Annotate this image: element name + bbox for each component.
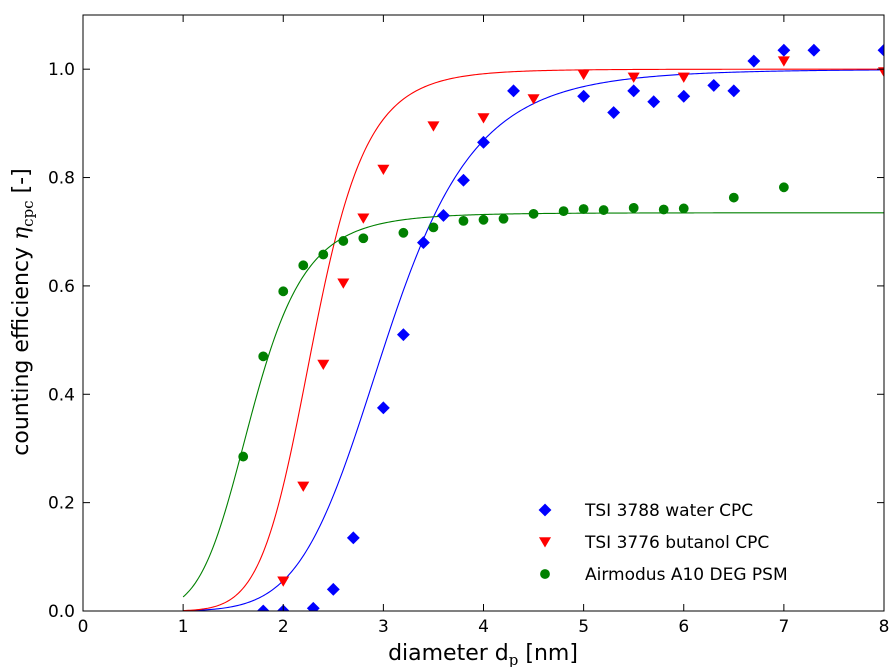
point-s0-9 xyxy=(457,173,470,187)
x-tick-label-7: 7 xyxy=(778,617,789,637)
point-s0-4 xyxy=(346,531,360,545)
y-axis-label: counting efficiency ηcpc [-] xyxy=(9,168,37,455)
data-points xyxy=(238,43,884,611)
legend-marker-2 xyxy=(540,569,550,579)
point-s0-11 xyxy=(507,84,520,98)
point-s2-3 xyxy=(298,260,309,271)
point-s0-2 xyxy=(306,601,320,611)
y-tick-label-2: 0.4 xyxy=(48,385,75,405)
point-s1-9 xyxy=(577,69,590,81)
y-tick-label-1: 0.2 xyxy=(48,494,75,514)
y-tick-label-3: 0.6 xyxy=(48,277,75,297)
x-axis-label-unit: [nm] xyxy=(518,641,578,666)
point-s1-0 xyxy=(277,576,290,587)
point-s1-6 xyxy=(427,121,440,132)
point-s1-8 xyxy=(527,94,540,105)
point-s0-14 xyxy=(627,84,641,98)
y-axis-label-main: counting efficiency xyxy=(9,240,34,456)
point-s2-2 xyxy=(278,286,289,297)
point-s2-17 xyxy=(658,204,669,215)
axis-ticks: 0 1 2 3 4 5 6 7 8 0.0 0.2 0.4 0.6 0.8 1.0 xyxy=(48,15,889,637)
x-tick-label-8: 8 xyxy=(879,617,890,637)
legend: TSI 3788 water CPC TSI 3776 butanol CPC Ai… xyxy=(538,501,788,585)
y-tick-label-4: 0.8 xyxy=(48,169,75,189)
point-s2-16 xyxy=(628,202,639,213)
x-axis-label-subscript: p xyxy=(509,651,519,667)
point-s0-0 xyxy=(256,604,270,611)
point-s0-18 xyxy=(727,84,741,98)
x-tick-label-6: 6 xyxy=(678,617,689,637)
point-s2-18 xyxy=(678,203,689,214)
point-s1-4 xyxy=(357,213,370,224)
plot-background xyxy=(83,15,884,611)
point-s1-13 xyxy=(877,67,884,78)
legend-label-1: TSI 3776 butanol CPC xyxy=(584,533,769,553)
point-s1-12 xyxy=(777,56,790,67)
point-s2-19 xyxy=(728,192,739,203)
x-tick-label-0: 0 xyxy=(78,617,89,637)
fit-curve-1 xyxy=(183,68,884,611)
point-s0-13 xyxy=(607,106,621,119)
y-axis-label-subscript: cpc xyxy=(19,200,37,226)
point-s2-14 xyxy=(578,204,589,214)
y-axis-label-symbol: η xyxy=(9,227,34,240)
x-tick-label-4: 4 xyxy=(478,617,489,637)
point-s0-20 xyxy=(777,43,791,57)
point-s0-7 xyxy=(417,236,430,249)
point-s0-8 xyxy=(437,209,450,222)
x-axis-label-main: diameter d xyxy=(388,641,509,666)
x-tick-label-3: 3 xyxy=(378,617,389,637)
x-axis-label: diameter dp [nm] xyxy=(388,641,578,667)
point-s2-6 xyxy=(358,233,369,244)
x-tick-label-5: 5 xyxy=(578,617,589,637)
legend-marker-0 xyxy=(538,503,552,517)
point-s1-3 xyxy=(337,278,350,289)
point-s0-15 xyxy=(647,95,661,109)
point-s1-1 xyxy=(297,481,310,492)
point-s2-11 xyxy=(498,213,509,224)
point-s2-4 xyxy=(318,249,329,260)
point-s2-12 xyxy=(528,208,539,219)
point-s0-5 xyxy=(376,401,390,415)
point-s2-0 xyxy=(238,451,249,462)
point-s2-10 xyxy=(478,214,489,225)
point-s1-2 xyxy=(317,359,330,371)
x-tick-label-2: 2 xyxy=(278,617,289,637)
y-tick-label-0: 0.0 xyxy=(48,602,75,622)
point-s0-16 xyxy=(677,89,691,103)
point-s0-22 xyxy=(877,43,884,57)
point-s0-17 xyxy=(707,79,721,92)
point-s2-5 xyxy=(338,236,349,246)
y-axis-label-unit: [-] xyxy=(9,168,34,200)
point-s2-20 xyxy=(778,182,789,193)
point-s2-7 xyxy=(398,227,409,238)
point-s1-11 xyxy=(677,72,690,83)
point-s1-10 xyxy=(627,72,640,83)
point-s1-5 xyxy=(377,164,390,175)
point-s0-3 xyxy=(326,582,340,596)
point-s2-1 xyxy=(258,351,269,362)
x-tick-label-1: 1 xyxy=(178,617,189,637)
point-s0-21 xyxy=(807,43,821,57)
legend-marker-1 xyxy=(538,537,552,548)
point-s0-10 xyxy=(477,135,490,149)
y-tick-label-5: 1.0 xyxy=(48,60,75,80)
legend-label-0: TSI 3788 water CPC xyxy=(584,501,753,521)
point-s2-9 xyxy=(458,215,469,226)
point-s0-6 xyxy=(396,328,410,342)
legend-label-2: Airmodus A10 DEG PSM xyxy=(585,565,788,585)
point-s1-7 xyxy=(477,113,490,124)
point-s2-13 xyxy=(558,206,569,217)
point-s0-19 xyxy=(747,54,761,68)
point-s2-15 xyxy=(598,205,609,215)
point-s2-8 xyxy=(428,222,439,233)
point-s0-12 xyxy=(577,89,591,103)
plot-area xyxy=(83,15,884,611)
